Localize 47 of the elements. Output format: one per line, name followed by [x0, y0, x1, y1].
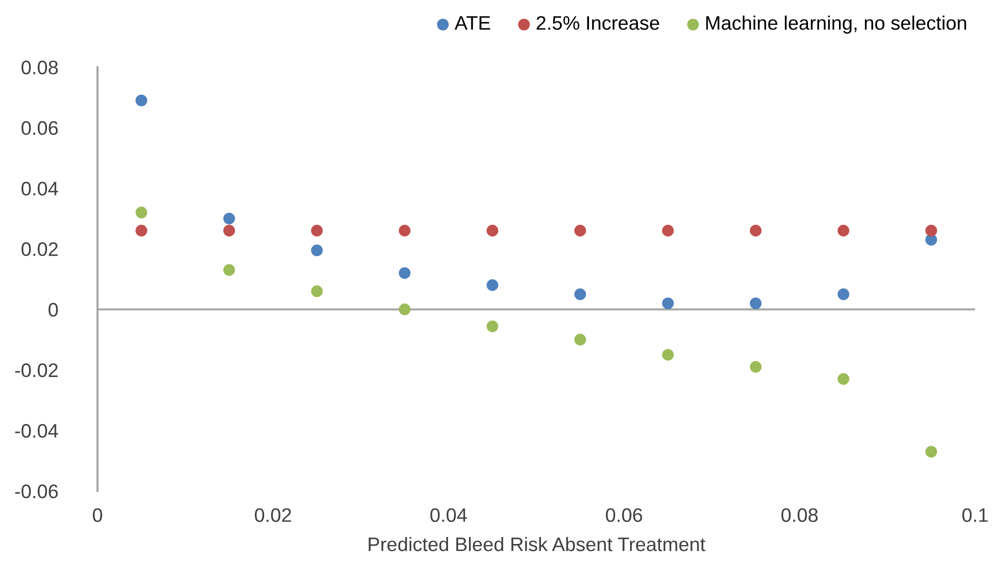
point — [311, 244, 323, 256]
point — [574, 288, 586, 300]
point — [223, 224, 235, 236]
x-axis-title: Predicted Bleed Risk Absent Treatment — [368, 536, 706, 552]
y-tick-label: 0.02 — [22, 242, 58, 256]
point — [838, 373, 850, 385]
y-tick-label: 0.04 — [22, 182, 58, 196]
legend-label: Machine learning, no selection — [706, 16, 966, 34]
point — [223, 212, 235, 224]
point — [486, 320, 498, 332]
point — [574, 334, 586, 346]
x-tick-label: 0.02 — [254, 508, 291, 522]
point — [750, 224, 762, 236]
legend-label: 2.5% Increase — [536, 16, 660, 30]
point — [662, 297, 674, 310]
point — [398, 267, 411, 279]
y-tick-label: -0.04 — [15, 424, 58, 438]
point — [136, 206, 148, 218]
point — [838, 288, 850, 300]
point — [662, 348, 674, 361]
point — [574, 224, 586, 236]
x-tick-label: 0.06 — [606, 508, 642, 522]
point — [662, 224, 674, 236]
point — [136, 94, 148, 106]
y-tick-label: -0.02 — [15, 363, 58, 378]
point — [750, 297, 762, 310]
point — [925, 446, 938, 458]
point — [223, 264, 235, 276]
y-tick-label: -0.06 — [15, 484, 58, 498]
point — [398, 224, 411, 236]
point — [311, 285, 323, 298]
x-tick-label: 0.08 — [781, 508, 818, 522]
x-tick-label: 0 — [92, 508, 102, 522]
point — [398, 304, 411, 316]
point — [136, 224, 148, 236]
point — [486, 224, 498, 236]
x-tick-label: 0.1 — [962, 508, 988, 522]
x-tick-label: 0.04 — [430, 508, 467, 522]
point — [838, 224, 850, 236]
y-tick-label: 0 — [48, 302, 58, 317]
legend-label: ATE — [454, 16, 490, 30]
point — [311, 224, 323, 236]
point — [925, 224, 938, 236]
point — [486, 279, 498, 291]
y-tick-label: 0.06 — [22, 121, 58, 135]
point — [750, 361, 762, 373]
y-tick-label: 0.08 — [22, 60, 58, 74]
